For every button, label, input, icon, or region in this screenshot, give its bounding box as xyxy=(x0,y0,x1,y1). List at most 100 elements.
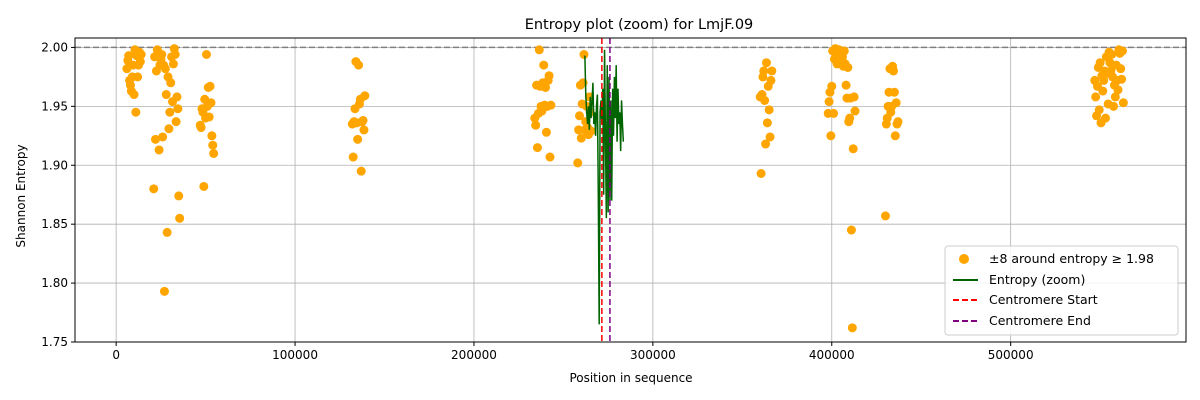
data-point xyxy=(162,227,172,237)
data-point xyxy=(133,72,143,82)
data-point xyxy=(1091,92,1101,102)
x-tick-label: 500000 xyxy=(988,348,1034,362)
data-point xyxy=(131,107,141,117)
data-point xyxy=(532,143,542,153)
y-tick-label: 1.80 xyxy=(41,276,68,290)
data-point xyxy=(849,92,859,102)
data-point xyxy=(175,213,185,223)
data-point xyxy=(1109,101,1119,111)
x-tick-label: 100000 xyxy=(272,348,318,362)
data-point xyxy=(762,118,772,128)
data-point xyxy=(1100,113,1110,123)
legend-label-centromere-end: Centromere End xyxy=(989,313,1091,328)
x-tick-label: 0 xyxy=(112,348,120,362)
data-point xyxy=(546,100,556,110)
data-point xyxy=(824,97,834,107)
data-point xyxy=(841,80,851,90)
data-point xyxy=(124,51,134,61)
data-point xyxy=(541,82,551,92)
plot-frame xyxy=(74,37,1187,343)
data-point xyxy=(847,323,857,333)
data-point xyxy=(761,139,771,149)
data-point xyxy=(348,152,358,162)
y-tick-label: 2.00 xyxy=(41,40,68,54)
data-point xyxy=(827,81,837,91)
data-point xyxy=(765,132,775,142)
chart-title: Entropy plot (zoom) for LmjF.09 xyxy=(525,17,754,33)
data-point xyxy=(846,225,856,235)
data-point xyxy=(544,71,554,81)
data-point xyxy=(206,98,216,108)
data-point xyxy=(545,152,555,162)
x-tick-label: 300000 xyxy=(630,348,676,362)
y-tick-label: 1.95 xyxy=(41,99,68,113)
data-point xyxy=(1095,58,1105,68)
data-point xyxy=(136,49,146,59)
data-point xyxy=(166,78,176,88)
data-point xyxy=(843,62,853,72)
data-point xyxy=(850,106,860,116)
data-point xyxy=(531,120,541,130)
data-point xyxy=(151,134,161,144)
entropy-line xyxy=(584,49,625,325)
data-point xyxy=(848,144,858,154)
data-point xyxy=(575,111,585,121)
data-point xyxy=(356,166,366,176)
data-point xyxy=(541,127,551,137)
x-axis-title: Position in sequence xyxy=(569,371,692,385)
data-point xyxy=(579,49,589,59)
data-point xyxy=(207,131,217,141)
data-point xyxy=(358,115,368,125)
data-point xyxy=(889,87,899,97)
data-point xyxy=(159,286,169,296)
data-point xyxy=(157,49,167,59)
data-point xyxy=(888,66,898,76)
data-point xyxy=(756,169,766,179)
data-point xyxy=(574,125,584,135)
data-point xyxy=(354,60,364,70)
data-point xyxy=(890,131,900,141)
data-point xyxy=(761,58,771,68)
data-point xyxy=(164,124,174,134)
data-point xyxy=(174,191,184,201)
legend-label-centromere-start: Centromere Start xyxy=(989,292,1098,307)
data-point xyxy=(360,91,370,101)
data-point xyxy=(199,181,209,191)
data-point xyxy=(1116,64,1126,74)
data-point xyxy=(829,108,839,118)
data-point xyxy=(170,49,180,59)
data-point xyxy=(586,126,596,136)
data-point xyxy=(1110,92,1120,102)
data-point xyxy=(826,131,836,141)
legend-label-scatter: ±8 around entropy ≥ 1.98 xyxy=(989,251,1154,266)
data-point xyxy=(534,45,544,55)
data-point xyxy=(576,133,586,143)
data-point xyxy=(760,95,770,105)
data-point xyxy=(1118,98,1128,108)
data-point xyxy=(154,145,164,155)
data-point xyxy=(172,92,182,102)
data-point xyxy=(204,112,214,122)
y-tick-label: 1.90 xyxy=(41,158,68,172)
data-point xyxy=(168,59,178,69)
data-point xyxy=(1117,46,1127,56)
data-point xyxy=(880,211,890,221)
data-point xyxy=(173,104,183,114)
data-point xyxy=(1117,74,1127,84)
data-point xyxy=(201,49,211,59)
data-point xyxy=(1098,86,1108,96)
axes-layer: 0 100000 200000 300000 400000 500000 1.75 1.80 1… xyxy=(41,37,1187,362)
data-point xyxy=(161,90,171,100)
data-point xyxy=(1099,75,1109,85)
data-point xyxy=(893,117,903,127)
data-point xyxy=(158,132,168,142)
data-point xyxy=(767,66,777,76)
legend-box xyxy=(944,245,1179,336)
data-point xyxy=(209,148,219,158)
data-point xyxy=(165,107,175,117)
x-tick-label: 200000 xyxy=(451,348,497,362)
legend: ±8 around entropy ≥ 1.98 Entropy (zoom) … xyxy=(944,245,1179,336)
data-point xyxy=(839,46,849,56)
y-axis-title: Shannon Entropy xyxy=(14,144,28,247)
